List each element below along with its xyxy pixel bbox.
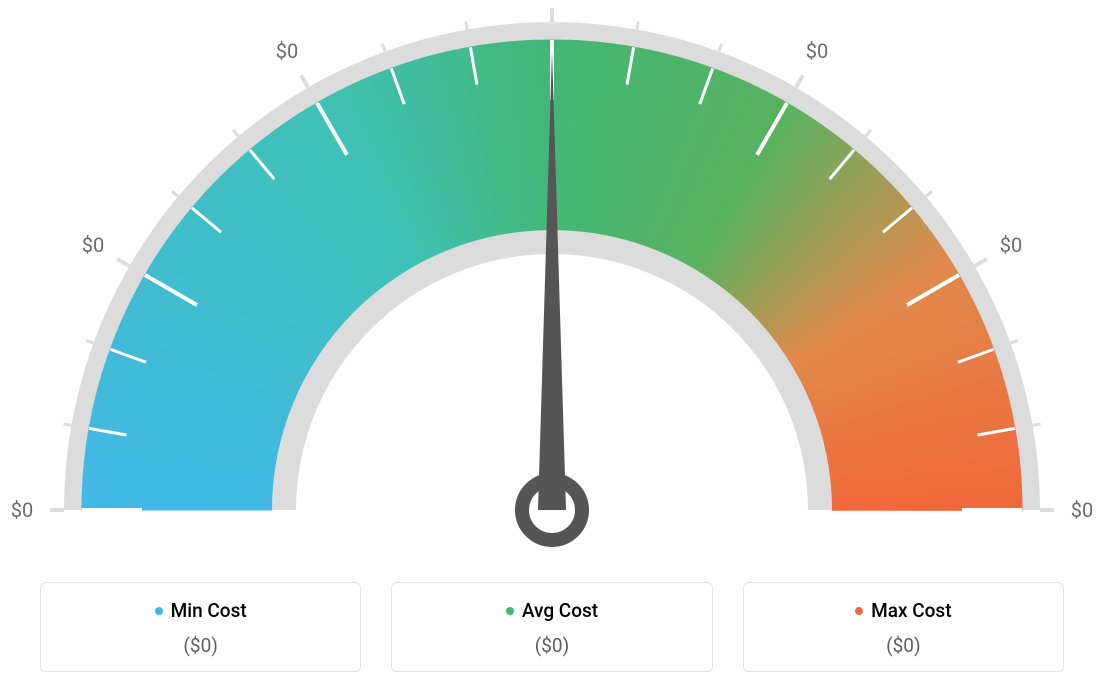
legend-card-min: Min Cost ($0): [40, 582, 361, 672]
legend-card-max: Max Cost ($0): [743, 582, 1064, 672]
legend-label-min: Min Cost: [171, 599, 247, 622]
legend-label-avg: Avg Cost: [522, 599, 598, 622]
gauge-tick-label: $0: [1000, 233, 1022, 257]
gauge-tick-label: $0: [11, 498, 33, 522]
legend-row: Min Cost ($0) Avg Cost ($0) Max Cost ($0…: [0, 582, 1104, 672]
legend-title-avg: Avg Cost: [506, 599, 598, 622]
legend-value-avg: ($0): [402, 634, 701, 657]
legend-dot-max: [855, 607, 863, 615]
gauge-tick-label: $0: [1071, 498, 1093, 522]
legend-card-avg: Avg Cost ($0): [391, 582, 712, 672]
gauge-chart: $0$0$0$0$0$0$0: [0, 0, 1104, 560]
gauge-tick-label: $0: [806, 39, 828, 63]
legend-title-min: Min Cost: [155, 599, 247, 622]
legend-value-min: ($0): [51, 634, 350, 657]
legend-dot-min: [155, 607, 163, 615]
legend-label-max: Max Cost: [871, 599, 951, 622]
legend-value-max: ($0): [754, 634, 1053, 657]
gauge-svg: [0, 0, 1104, 560]
legend-dot-avg: [506, 607, 514, 615]
gauge-tick-label: $0: [276, 39, 298, 63]
gauge-tick-label: $0: [82, 233, 104, 257]
legend-title-max: Max Cost: [855, 599, 951, 622]
